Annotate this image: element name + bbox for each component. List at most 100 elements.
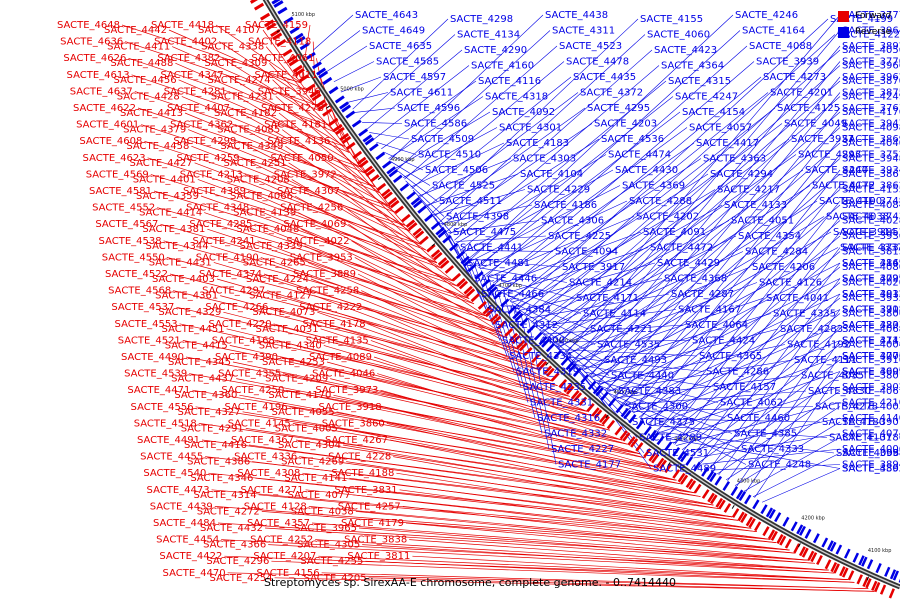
gene-label: SACTE_4471: [127, 385, 190, 396]
connector-line: [674, 231, 841, 445]
gene-label: SACTE_4040: [842, 138, 900, 149]
gene-label: SACTE_4540: [143, 468, 206, 479]
gene-label: SACTE_4439: [150, 501, 213, 512]
reverse-gene-block: [364, 137, 375, 146]
gene-label: SACTE_4170: [268, 390, 331, 401]
gene-label: SACTE_4334: [509, 351, 572, 362]
connector-line: [310, 278, 541, 371]
connector-line: [389, 439, 714, 506]
connector-line: [640, 169, 841, 419]
connector-line: [271, 560, 855, 583]
gene-label: SACTE_4074: [842, 429, 900, 440]
gene-label: SACTE_4265: [243, 257, 306, 268]
forward-gene-block: [456, 278, 466, 287]
gene-label: SACTE_4567: [95, 219, 158, 230]
forward-gene-block: [550, 372, 560, 382]
reverse-gene-block: [722, 481, 731, 491]
reverse-gene-block: [388, 168, 399, 178]
forward-gene-block: [276, 39, 287, 47]
reverse-gene-block: [643, 425, 652, 436]
gene-label: SACTE_4249: [842, 92, 900, 103]
gene-label: SACTE_4345: [168, 357, 231, 368]
gene-label: SACTE_4062: [720, 398, 783, 409]
scale-tick: [431, 243, 436, 247]
connector-line: [326, 45, 368, 72]
gene-label: SACTE_4383: [618, 386, 681, 397]
forward-gene-block: [419, 235, 429, 245]
reverse-gene-block: [553, 349, 562, 360]
gene-label: SACTE_4077: [288, 490, 351, 501]
reverse-gene-block: [316, 67, 327, 76]
gene-label: SACTE_4327: [178, 407, 241, 418]
gene-label: SACTE_4084: [842, 200, 900, 211]
connector-line: [479, 200, 628, 270]
connector-line: [549, 169, 804, 341]
reverse-gene-block: [273, 0, 284, 8]
connector-line: [621, 220, 841, 405]
gene-label: SACTE_4402: [154, 37, 217, 48]
gene-label: SACTE_4032: [842, 289, 900, 300]
reverse-gene-block: [381, 160, 392, 169]
gene-label: SACTE_4372: [580, 88, 643, 99]
reverse-swatch: [838, 26, 849, 38]
connector-line: [411, 61, 565, 189]
gene-label: SACTE_4401: [133, 174, 196, 185]
forward-gene-block: [740, 513, 748, 524]
gene-label: SACTE_4432: [200, 523, 263, 534]
forward-gene-block: [444, 265, 455, 274]
reverse-gene-block: [664, 441, 673, 451]
gene-label: SACTE_4521: [118, 335, 181, 346]
gene-label: SACTE_4256: [280, 203, 343, 214]
gene-label: SACTE_4489: [653, 464, 716, 475]
gene-label: SACTE_4156: [257, 568, 320, 579]
connector-line: [341, 190, 454, 282]
gene-label: SACTE_4069: [283, 219, 346, 230]
gene-label: SACTE_4295: [587, 103, 650, 114]
gene-label: SACTE_4613: [67, 70, 130, 81]
scale-tick-label: 4100 kbp: [868, 548, 892, 554]
gene-label: SACTE_4167: [678, 305, 741, 316]
gene-label: SACTE_4403: [152, 274, 215, 285]
connector-line: [432, 189, 526, 216]
reverse-gene-block: [449, 242, 459, 252]
forward-gene-block: [672, 469, 681, 479]
forward-gene-block: [871, 580, 878, 591]
connector-line: [547, 80, 841, 339]
gene-label: SACTE_4386: [187, 457, 250, 468]
connector-line: [198, 423, 695, 494]
connector-line: [238, 140, 406, 226]
connector-line: [312, 14, 354, 51]
forward-gene-block: [437, 257, 448, 266]
gene-label: SACTE_4552: [92, 203, 155, 214]
forward-gene-block: [309, 90, 320, 99]
gene-label: SACTE_4458: [126, 141, 189, 152]
connector-line: [188, 129, 395, 213]
gene-label: SACTE_4178: [303, 319, 366, 330]
forward-gene-block: [619, 430, 628, 440]
gene-label: SACTE_4329: [158, 307, 221, 318]
connector-line: [228, 91, 360, 168]
gene-label: SACTE_4314: [194, 490, 257, 501]
gene-label: SACTE_4164: [742, 26, 805, 37]
gene-label: SACTE_3806: [842, 309, 900, 320]
connector-line: [292, 423, 695, 494]
gene-label: SACTE_3869: [842, 134, 900, 145]
gene-label: SACTE_4304: [278, 440, 341, 451]
connector-line: [486, 275, 575, 299]
scale-tick: [377, 176, 382, 180]
forward-gene-block: [376, 182, 387, 192]
connector-line: [495, 231, 642, 287]
connector-line: [573, 45, 841, 363]
forward-gene-block: [305, 83, 316, 92]
connector-line: [523, 34, 836, 315]
forward-gene-block: [586, 403, 595, 413]
gene-label: SACTE_4298: [450, 14, 513, 25]
gene-label: SACTE_4227: [551, 444, 614, 455]
reverse-gene-block: [799, 525, 806, 536]
gene-label: SACTE_4177: [558, 460, 621, 471]
connector-line: [279, 356, 623, 441]
reverse-gene-block: [827, 540, 834, 551]
forward-gene-block: [477, 300, 487, 310]
connector-line: [304, 245, 508, 339]
connector-line: [184, 112, 380, 194]
